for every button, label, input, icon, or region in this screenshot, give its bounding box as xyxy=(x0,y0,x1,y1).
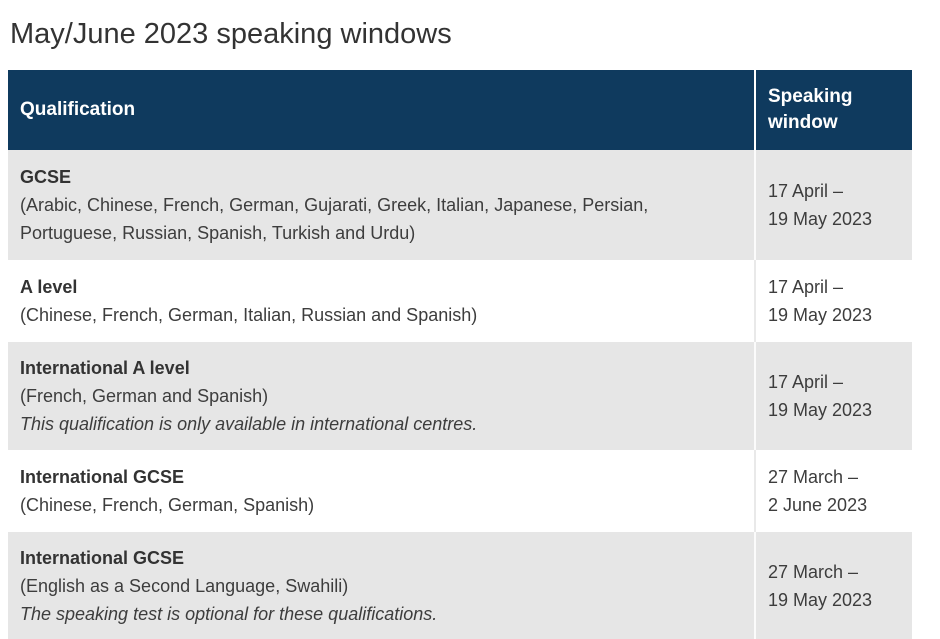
speaking-window-dates: 27 March – 19 May 2023 xyxy=(754,532,912,639)
table-row: International GCSE (Chinese, French, Ger… xyxy=(8,450,912,532)
qualification-cell: International A level (French, German an… xyxy=(8,342,755,450)
column-header-speaking-window: Speaking window xyxy=(754,70,912,150)
qualification-note: The speaking test is optional for these … xyxy=(20,604,438,624)
speaking-window-dates: 27 March – 2 June 2023 xyxy=(754,450,912,532)
table-row: International A level (French, German an… xyxy=(8,342,912,450)
qualification-languages: (Arabic, Chinese, French, German, Gujara… xyxy=(20,195,649,243)
qualification-name: International GCSE xyxy=(20,467,185,487)
page-title: May/June 2023 speaking windows xyxy=(10,18,452,50)
qualification-name: A level xyxy=(20,277,78,297)
qualification-name: International A level xyxy=(20,358,190,378)
qualification-note: This qualification is only available in … xyxy=(20,414,478,434)
speaking-window-dates: 17 April – 19 May 2023 xyxy=(754,260,912,342)
qualification-languages: (French, German and Spanish) xyxy=(20,386,269,406)
qualification-cell: International GCSE (English as a Second … xyxy=(8,532,755,639)
qualification-cell: International GCSE (Chinese, French, Ger… xyxy=(8,450,755,532)
qualification-cell: A level (Chinese, French, German, Italia… xyxy=(8,260,755,342)
column-header-qualification: Qualification xyxy=(8,70,755,150)
qualification-languages: (English as a Second Language, Swahili) xyxy=(20,576,349,596)
table-header-row: Qualification Speaking window xyxy=(8,70,912,150)
speaking-windows-table: Qualification Speaking window GCSE (Arab… xyxy=(8,70,912,639)
table-row: GCSE (Arabic, Chinese, French, German, G… xyxy=(8,150,912,260)
qualification-name: International GCSE xyxy=(20,548,185,568)
qualification-languages: (Chinese, French, German, Italian, Russi… xyxy=(20,305,478,325)
table-row: A level (Chinese, French, German, Italia… xyxy=(8,260,912,342)
speaking-window-dates: 17 April – 19 May 2023 xyxy=(754,150,912,260)
speaking-window-dates: 17 April – 19 May 2023 xyxy=(754,342,912,450)
qualification-languages: (Chinese, French, German, Spanish) xyxy=(20,495,315,515)
qualification-cell: GCSE (Arabic, Chinese, French, German, G… xyxy=(8,150,755,260)
qualification-name: GCSE xyxy=(20,167,72,187)
table-row: International GCSE (English as a Second … xyxy=(8,532,912,639)
